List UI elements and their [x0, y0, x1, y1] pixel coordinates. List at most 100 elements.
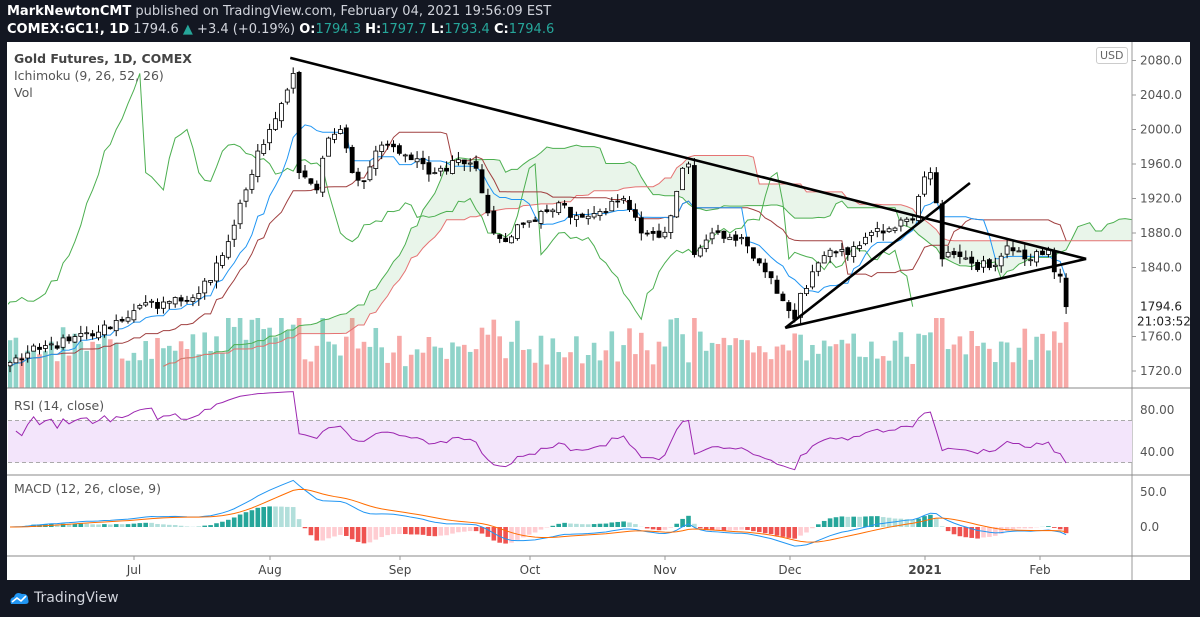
macd-histogram-bar	[149, 522, 154, 527]
macd-histogram-bar	[709, 527, 715, 531]
volume-bar	[326, 341, 331, 388]
volume-bar	[568, 352, 573, 388]
macd-histogram-bar	[957, 527, 963, 537]
signal-line	[9, 488, 1067, 543]
volume-bar	[231, 326, 237, 388]
candle-down	[615, 200, 621, 203]
macd-tick-label: 0.0	[1140, 520, 1159, 534]
volume-bar	[320, 318, 325, 388]
volume-bar	[857, 356, 862, 388]
volume-bar	[184, 349, 190, 388]
macd-histogram-bar	[981, 527, 986, 538]
volume-bar	[922, 335, 927, 388]
l-label: L:	[430, 22, 445, 37]
volume-bar	[302, 359, 308, 388]
candle-up	[402, 154, 408, 157]
macd-histogram-bar	[538, 527, 544, 530]
macd-histogram-bar	[597, 523, 603, 527]
volume-bar	[485, 334, 491, 388]
volume-bar	[1016, 347, 1022, 388]
volume-bar	[686, 362, 691, 388]
candle-up	[898, 219, 904, 227]
candle-down	[1010, 247, 1016, 252]
candle-up	[998, 255, 1004, 267]
volume-bar	[279, 318, 284, 388]
volume-bar	[432, 346, 438, 388]
volume-bar	[25, 350, 30, 388]
macd-histogram-bar	[928, 514, 933, 527]
macd-histogram-bar	[403, 527, 408, 535]
candle-down	[638, 217, 644, 234]
macd-histogram-bar	[556, 523, 561, 527]
macd-histogram-bar	[1063, 527, 1069, 534]
volume-bar	[774, 346, 780, 388]
volume-bar	[656, 341, 662, 388]
macd-histogram-bar	[922, 516, 927, 527]
chart-panel[interactable]	[7, 42, 1190, 580]
volume-bar	[119, 358, 125, 388]
candle-up	[196, 293, 202, 300]
candle-down	[520, 222, 526, 225]
macd-histogram-bar	[745, 527, 750, 530]
macd-histogram-bar	[361, 527, 367, 544]
candle-up	[190, 297, 196, 302]
volume-bar	[1057, 342, 1063, 388]
macd-histogram-bar	[302, 527, 308, 529]
candle-up	[574, 215, 579, 220]
candle-up	[922, 176, 927, 195]
symbol-line: COMEX:GC1!, 1D 1794.6 ▲ +3.4 (+0.19%) O:…	[7, 22, 554, 37]
macd-histogram-bar	[833, 517, 839, 527]
candle-up	[863, 236, 868, 245]
macd-histogram-bar	[757, 527, 762, 533]
volume-bar	[798, 334, 803, 388]
legend-vol[interactable]: Vol	[14, 85, 33, 100]
macd-histogram-bar	[768, 527, 774, 535]
volume-bar	[591, 342, 597, 388]
volume-bar	[467, 351, 473, 388]
candle-up	[703, 239, 709, 249]
macd-histogram-bar	[792, 527, 797, 539]
time-tick-label: 2021	[908, 563, 941, 577]
price-tick-label: 1760.0	[1140, 330, 1182, 344]
macd-histogram-bar	[863, 516, 868, 527]
volume-bar	[420, 352, 426, 388]
macd-histogram-bar	[816, 524, 821, 527]
rsi-tick-label: 40.00	[1140, 445, 1174, 459]
candle-up	[515, 224, 520, 239]
tradingview-logo[interactable]: TradingView	[8, 590, 119, 606]
legend-macd[interactable]: MACD (12, 26, close, 9)	[14, 481, 161, 496]
candle-down	[349, 146, 355, 174]
macd-histogram-bar	[84, 523, 89, 527]
volume-bar	[355, 348, 361, 388]
candle-up	[709, 232, 715, 240]
macd-histogram-bar	[509, 527, 514, 543]
volume-bar	[945, 349, 951, 388]
candle-up	[680, 167, 685, 191]
macd-histogram-bar	[904, 519, 910, 527]
candle-up	[739, 237, 744, 240]
macd-histogram-bar	[279, 506, 284, 527]
legend-rsi[interactable]: RSI (14, close)	[14, 398, 105, 413]
macd-histogram-bar	[715, 527, 721, 531]
candle-up	[585, 215, 591, 220]
macd-histogram-bar	[479, 527, 485, 534]
legend-ichimoku[interactable]: Ichimoku (9, 26, 52, 26)	[14, 68, 164, 83]
volume-bar	[757, 346, 762, 388]
volume-bar	[509, 341, 514, 388]
volume-bar	[237, 318, 243, 388]
volume-bar	[220, 353, 225, 388]
macd-histogram-bar	[290, 507, 296, 527]
candle-up	[668, 215, 674, 233]
price-tick-label: 2080.0	[1140, 54, 1182, 68]
volume-bar	[214, 336, 219, 388]
macd-histogram-bar	[869, 516, 874, 527]
candle-up	[25, 352, 31, 359]
candle-up	[886, 228, 892, 233]
macd-histogram-bar	[1046, 526, 1051, 527]
candle-up	[267, 129, 273, 144]
candle-up	[455, 159, 461, 163]
macd-histogram-bar	[462, 527, 467, 532]
currency-button[interactable]: USD	[1096, 47, 1128, 64]
candle-up	[916, 196, 921, 221]
